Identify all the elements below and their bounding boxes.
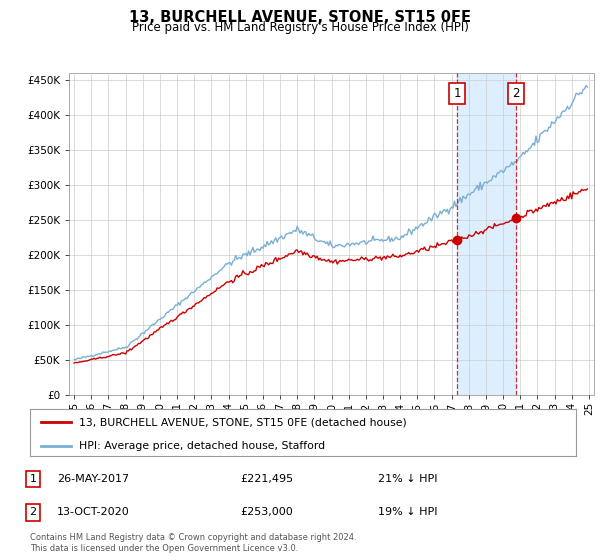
Text: HPI: Average price, detached house, Stafford: HPI: Average price, detached house, Staf… (79, 441, 325, 451)
Text: Contains HM Land Registry data © Crown copyright and database right 2024.
This d: Contains HM Land Registry data © Crown c… (30, 533, 356, 553)
Text: 21% ↓ HPI: 21% ↓ HPI (378, 474, 437, 484)
Text: 19% ↓ HPI: 19% ↓ HPI (378, 507, 437, 517)
Text: £221,495: £221,495 (240, 474, 293, 484)
Text: Price paid vs. HM Land Registry's House Price Index (HPI): Price paid vs. HM Land Registry's House … (131, 21, 469, 34)
Text: 26-MAY-2017: 26-MAY-2017 (57, 474, 129, 484)
Text: 13-OCT-2020: 13-OCT-2020 (57, 507, 130, 517)
Text: 2: 2 (29, 507, 37, 517)
Text: 2: 2 (512, 87, 520, 100)
Bar (457, 73, 516, 395)
Text: 13, BURCHELL AVENUE, STONE, ST15 0FE: 13, BURCHELL AVENUE, STONE, ST15 0FE (129, 10, 471, 25)
Text: 1: 1 (29, 474, 37, 484)
Text: 1: 1 (454, 87, 461, 100)
Text: 13, BURCHELL AVENUE, STONE, ST15 0FE (detached house): 13, BURCHELL AVENUE, STONE, ST15 0FE (de… (79, 417, 407, 427)
Text: £253,000: £253,000 (240, 507, 293, 517)
